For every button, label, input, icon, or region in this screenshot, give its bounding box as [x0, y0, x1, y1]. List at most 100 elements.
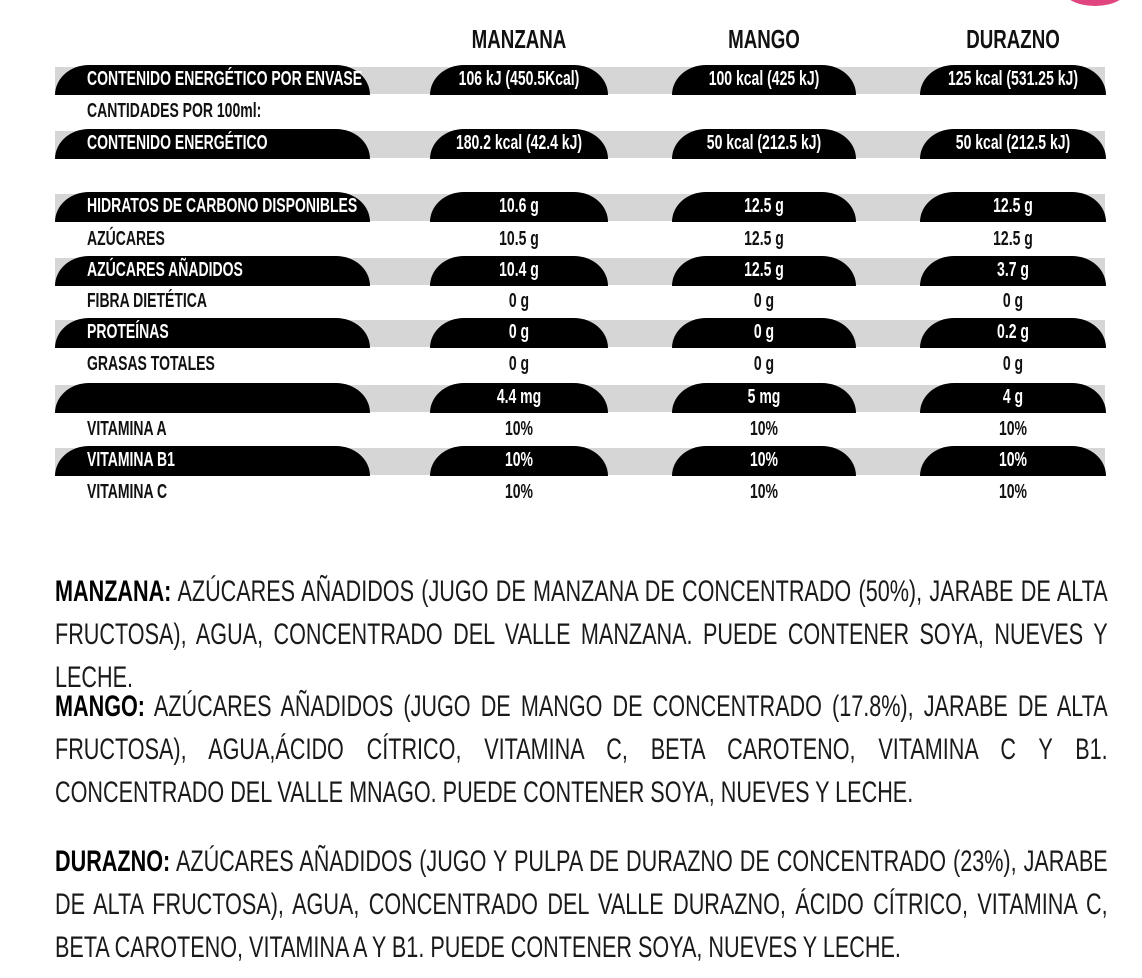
cell-manzana: 10.4 g [499, 259, 539, 281]
cell-durazno: 10% [998, 481, 1028, 503]
label-tab [55, 446, 370, 476]
value-tab [430, 65, 608, 95]
cell-manzana: 106 kJ (450.5Kcal) [458, 68, 580, 90]
ingredients-paragraph: MANGO: AZÚCARES AÑADIDOS (JUGO DE MANGO … [55, 685, 1108, 814]
cell-mango: 12.5 g [744, 195, 784, 217]
pink-decoration [1062, 0, 1128, 6]
ingredients-text: AZÚCARES AÑADIDOS (JUGO DE MANGO DE CONC… [55, 690, 1108, 809]
table-row: CONTENIDO ENERGÉTICO POR ENVASE 106 kJ (4… [55, 65, 1106, 95]
value-tab [920, 65, 1106, 95]
value-tab [672, 65, 856, 95]
value-tab [430, 446, 608, 476]
row-label: AZÚCARES AÑADIDOS [87, 259, 243, 281]
cell-manzana: 10% [504, 481, 534, 503]
label-tab [55, 65, 370, 95]
row-label: CONTENIDO ENERGÉTICO [87, 132, 268, 154]
cell-mango: 10% [749, 449, 779, 471]
cell-durazno: 12.5 g [993, 228, 1033, 250]
cell-durazno: 3.7 g [997, 259, 1029, 281]
cell-mango: 12.5 g [744, 228, 784, 250]
value-tab [672, 129, 856, 159]
column-header-durazno: DURAZNO [966, 24, 1060, 54]
cell-manzana: 0 g [508, 321, 530, 343]
cell-manzana: 10.5 g [499, 228, 539, 250]
row-label: VITAMINA C [87, 481, 168, 503]
label-tab [55, 383, 370, 413]
cell-durazno: 0 g [1002, 353, 1024, 375]
row-label: VITAMINA B1 [87, 449, 175, 471]
row-label: FIBRA DIETÉTICA [87, 290, 208, 312]
cell-mango: 0 g [753, 353, 775, 375]
value-tab [672, 256, 856, 286]
value-tab [920, 383, 1106, 413]
table-row: HIDRATOS DE CARBONO DISPONIBLES 10.6 g 12.… [55, 192, 1106, 222]
table-row: FIBRA DIETÉTICA 0 g 0 g 0 g [55, 287, 1105, 317]
value-tab [672, 446, 856, 476]
product-name: MANGO: [55, 690, 145, 723]
cell-durazno: 125 kcal (531.25 kJ) [947, 68, 1078, 90]
table-row: PROTEÍNAS 0 g 0 g 0.2 g [55, 318, 1106, 348]
table-row: AZÚCARES AÑADIDOS 10.4 g 12.5 g 3.7 g [55, 256, 1106, 286]
column-header-mango: MANGO [728, 24, 800, 54]
value-tab [920, 129, 1106, 159]
value-tab [430, 318, 608, 348]
table-row: 4.4 mg 5 mg 4 g [55, 383, 1106, 413]
cell-durazno: 10% [998, 449, 1028, 471]
cell-manzana: 0 g [508, 353, 530, 375]
row-label: VITAMINA A [87, 418, 167, 440]
row-label: CANTIDADES POR 100ml: [87, 100, 262, 122]
cell-manzana: 10.6 g [499, 195, 539, 217]
product-name: DURAZNO: [55, 845, 171, 878]
value-tab [920, 318, 1106, 348]
cell-manzana: 180.2 kcal (42.4 kJ) [455, 132, 583, 154]
label-tab [55, 256, 370, 286]
label-tab [55, 318, 370, 348]
value-tab [672, 383, 856, 413]
value-tab [430, 129, 608, 159]
value-tab [430, 383, 608, 413]
cell-mango: 12.5 g [744, 259, 784, 281]
cell-durazno: 12.5 g [993, 195, 1033, 217]
table-row: CONTENIDO ENERGÉTICO 180.2 kcal (42.4 kJ)… [55, 129, 1106, 159]
value-tab [672, 192, 856, 222]
cell-mango: 0 g [753, 321, 775, 343]
row-label: CONTENIDO ENERGÉTICO POR ENVASE [87, 68, 363, 90]
table-row: AZÚCARES 10.5 g 12.5 g 12.5 g [55, 225, 1105, 255]
row-label: HIDRATOS DE CARBONO DISPONIBLES [87, 195, 358, 217]
ingredients-paragraph: MANZANA: AZÚCARES AÑADIDOS (JUGO DE MANZ… [55, 570, 1108, 699]
cell-manzana: 4.4 mg [496, 386, 542, 408]
product-name: MANZANA: [55, 575, 172, 608]
row-label: GRASAS TOTALES [87, 353, 215, 375]
cell-mango: 5 mg [747, 386, 781, 408]
column-header-manzana: MANZANA [471, 24, 567, 54]
cell-manzana: 10% [504, 418, 534, 440]
cell-durazno: 10% [998, 418, 1028, 440]
cell-mango: 50 kcal (212.5 kJ) [706, 132, 822, 154]
cell-durazno: 4 g [1002, 386, 1024, 408]
cell-mango: 10% [749, 418, 779, 440]
cell-durazno: 50 kcal (212.5 kJ) [955, 132, 1071, 154]
cell-durazno: 0 g [1002, 290, 1024, 312]
table-row: VITAMINA B1 10% 10% 10% [55, 446, 1106, 476]
cell-mango: 100 kcal (425 kJ) [708, 68, 820, 90]
ingredients-text: AZÚCARES AÑADIDOS (JUGO DE MANZANA DE CO… [55, 575, 1108, 694]
cell-durazno: 0.2 g [997, 321, 1029, 343]
label-tab [55, 129, 370, 159]
row-label: AZÚCARES [87, 228, 165, 250]
value-tab [920, 192, 1106, 222]
value-tab [430, 192, 608, 222]
cell-manzana: 0 g [508, 290, 530, 312]
table-row: CANTIDADES POR 100ml: [55, 97, 1105, 127]
value-tab [920, 256, 1106, 286]
label-tab [55, 192, 370, 222]
table-row: VITAMINA C 10% 10% 10% [55, 478, 1105, 508]
value-tab [430, 256, 608, 286]
cell-mango: 0 g [753, 290, 775, 312]
ingredients-text: AZÚCARES AÑADIDOS (JUGO Y PULPA DE DURAZ… [55, 845, 1108, 964]
value-tab [920, 446, 1106, 476]
cell-manzana: 10% [504, 449, 534, 471]
value-tab [672, 318, 856, 348]
table-row: GRASAS TOTALES 0 g 0 g 0 g [55, 350, 1105, 380]
row-label: PROTEÍNAS [87, 321, 169, 343]
table-row: VITAMINA A 10% 10% 10% [55, 415, 1105, 445]
